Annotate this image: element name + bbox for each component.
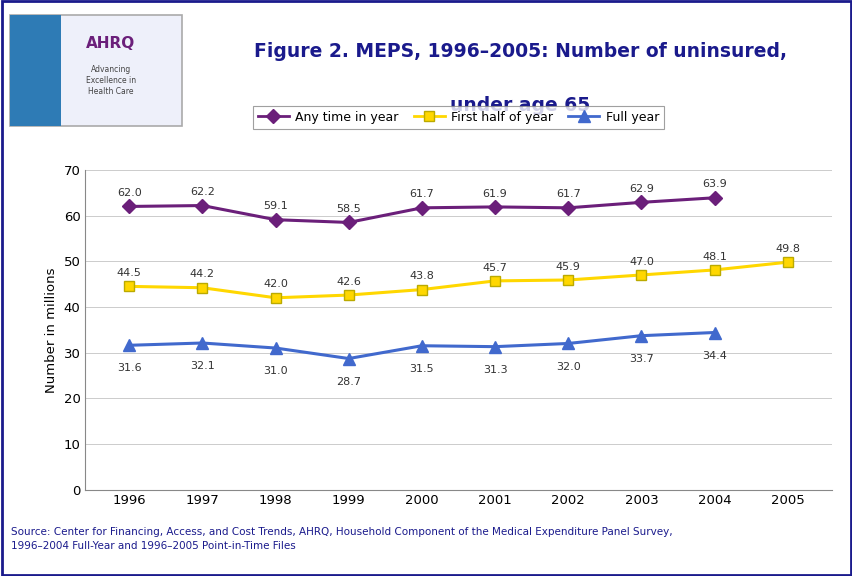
Text: under age 65: under age 65 bbox=[450, 96, 590, 115]
Text: 31.0: 31.0 bbox=[263, 366, 287, 376]
Text: 45.9: 45.9 bbox=[556, 262, 580, 272]
Text: 48.1: 48.1 bbox=[701, 252, 726, 262]
Text: 61.7: 61.7 bbox=[556, 190, 580, 199]
Text: 47.0: 47.0 bbox=[628, 257, 653, 267]
Text: 34.4: 34.4 bbox=[701, 351, 726, 361]
Text: 42.6: 42.6 bbox=[336, 276, 360, 287]
Text: 33.7: 33.7 bbox=[628, 354, 653, 364]
Bar bbox=[9, 15, 61, 126]
Text: 44.2: 44.2 bbox=[190, 270, 215, 279]
Text: 31.3: 31.3 bbox=[482, 365, 507, 375]
Text: 62.0: 62.0 bbox=[117, 188, 141, 198]
Text: 49.8: 49.8 bbox=[774, 244, 799, 254]
Text: AHRQ: AHRQ bbox=[86, 36, 135, 51]
Y-axis label: Number in millions: Number in millions bbox=[45, 267, 58, 392]
Legend: Any time in year, First half of year, Full year: Any time in year, First half of year, Fu… bbox=[252, 106, 664, 129]
Text: 42.0: 42.0 bbox=[262, 279, 288, 290]
Text: 32.0: 32.0 bbox=[556, 362, 580, 372]
Text: 62.2: 62.2 bbox=[190, 187, 215, 197]
Text: 59.1: 59.1 bbox=[263, 202, 288, 211]
Text: Figure 2. MEPS, 1996–2005: Number of uninsured,: Figure 2. MEPS, 1996–2005: Number of uni… bbox=[254, 43, 786, 62]
Text: 62.9: 62.9 bbox=[628, 184, 653, 194]
Text: 28.7: 28.7 bbox=[336, 377, 360, 386]
Text: Advancing
Excellence in
Health Care: Advancing Excellence in Health Care bbox=[85, 65, 135, 96]
Text: 44.5: 44.5 bbox=[117, 268, 141, 278]
Text: 31.6: 31.6 bbox=[117, 363, 141, 373]
Text: 61.7: 61.7 bbox=[409, 190, 434, 199]
Text: 32.1: 32.1 bbox=[190, 361, 215, 371]
Text: 61.9: 61.9 bbox=[482, 188, 507, 199]
Text: Source: Center for Financing, Access, and Cost Trends, AHRQ, Household Component: Source: Center for Financing, Access, an… bbox=[11, 527, 672, 551]
Text: 63.9: 63.9 bbox=[701, 180, 726, 190]
Text: 31.5: 31.5 bbox=[409, 364, 434, 374]
Text: 58.5: 58.5 bbox=[336, 204, 360, 214]
Text: 43.8: 43.8 bbox=[409, 271, 434, 281]
Text: 45.7: 45.7 bbox=[482, 263, 507, 272]
